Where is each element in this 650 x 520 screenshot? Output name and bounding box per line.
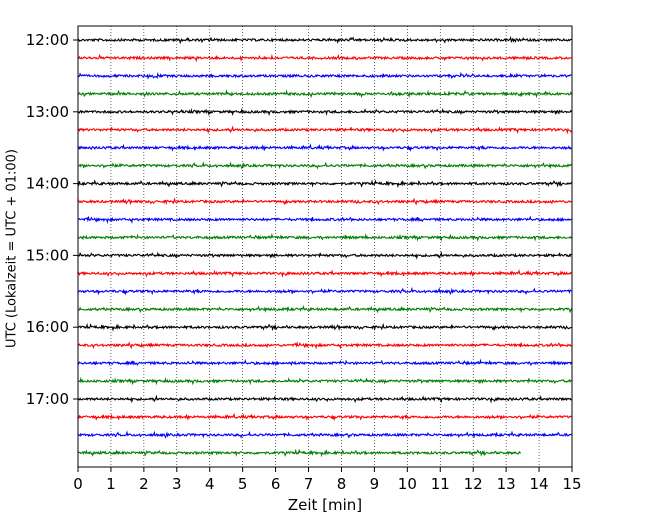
trace-1300 (77, 107, 572, 117)
x-tick-label: 11 (431, 475, 450, 493)
trace-1530 (77, 286, 572, 296)
x-tick-label: 10 (398, 475, 417, 493)
x-tick-label: 0 (73, 475, 83, 493)
x-tick-label: 12 (464, 475, 483, 493)
trace-1400 (77, 179, 572, 189)
x-tick-label: 7 (304, 475, 314, 493)
y-tick-label: 15:00 (26, 246, 69, 264)
trace-1715 (77, 412, 572, 422)
x-tick-label: 14 (530, 475, 549, 493)
grid-lines (110, 26, 540, 467)
trace-1245 (77, 89, 572, 99)
trace-1500 (77, 250, 572, 260)
trace-1415 (77, 197, 572, 206)
y-axis-label: UTC (Lokalzeit = UTC + 01:00) (5, 149, 20, 348)
trace-1230 (77, 71, 572, 80)
trace-1345 (77, 161, 572, 170)
y-tick-label: 14:00 (26, 175, 69, 193)
trace-1515 (77, 269, 572, 278)
x-tick-label: 9 (370, 475, 380, 493)
x-axis-ticks: 0 1 2 3 4 5 6 7 8 9 10 11 12 13 14 15 (73, 467, 582, 493)
trace-1745 (77, 448, 521, 458)
trace-1700 (77, 394, 572, 404)
x-tick-label: 6 (271, 475, 281, 493)
trace-1200 (77, 35, 572, 45)
trace-1645 (77, 376, 572, 386)
trace-1330 (77, 143, 572, 152)
y-tick-label: 16:00 (26, 318, 69, 336)
x-tick-label: 4 (205, 475, 215, 493)
x-axis-label: Zeit [min] (288, 496, 362, 514)
x-tick-label: 1 (106, 475, 116, 493)
x-tick-label: 3 (172, 475, 182, 493)
trace-1445 (77, 232, 572, 242)
y-axis-ticks: 12:00 13:00 14:00 15:00 16:00 17:00 (26, 31, 78, 408)
trace-1615 (77, 341, 572, 350)
trace-series (77, 35, 573, 458)
y-tick-label: 13:00 (26, 103, 69, 121)
trace-1630 (77, 358, 573, 367)
trace-1600 (77, 322, 572, 332)
trace-1730 (77, 430, 572, 439)
x-tick-label: 8 (337, 475, 347, 493)
x-tick-label: 13 (497, 475, 516, 493)
trace-1545 (77, 304, 573, 314)
y-tick-label: 12:00 (26, 31, 69, 49)
trace-1430 (77, 215, 572, 225)
trace-1215 (77, 53, 572, 63)
x-tick-label: 2 (139, 475, 149, 493)
x-tick-label: 5 (238, 475, 248, 493)
x-tick-label: 15 (562, 475, 581, 493)
y-tick-label: 17:00 (26, 390, 69, 408)
trace-1315 (77, 125, 572, 135)
plot-frame (77, 25, 573, 468)
